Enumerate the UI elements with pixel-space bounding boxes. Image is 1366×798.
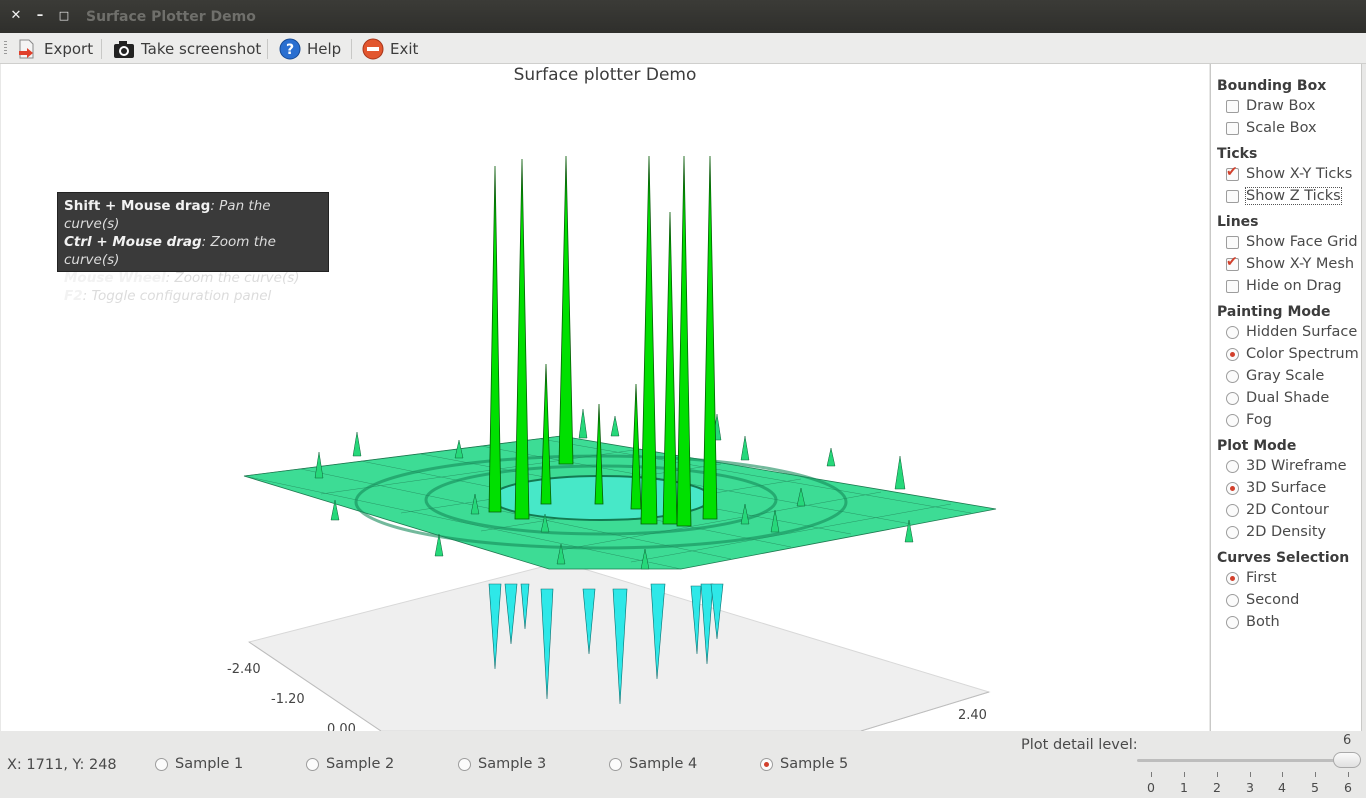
help-label: Help [307, 39, 342, 58]
hide-on-drag-checkbox[interactable]: Hide on Drag [1226, 277, 1342, 295]
section-title-curves-selection: Curves Selection [1217, 550, 1350, 566]
plot-detail-value: 6 [1343, 733, 1352, 748]
slider-tick-label: 6 [1344, 780, 1352, 795]
show-z-ticks-checkbox[interactable]: Show Z Ticks [1226, 187, 1342, 205]
toolbar: Export Take screenshot ? Help [0, 33, 1366, 64]
tall-spikes [488, 155, 718, 527]
window-title: Surface Plotter Demo [86, 9, 256, 25]
help-icon: ? [279, 38, 301, 60]
show-face-grid-checkbox[interactable]: Show Face Grid [1226, 233, 1358, 251]
slider-tick-label: 2 [1213, 780, 1221, 795]
sample-2-radio[interactable]: Sample 2 [306, 756, 394, 772]
dual-shade-radio[interactable]: Dual Shade [1226, 389, 1329, 407]
downward-spikes [488, 583, 724, 705]
3d-wireframe-radio[interactable]: 3D Wireframe [1226, 457, 1347, 475]
color-spectrum-radio[interactable]: Color Spectrum [1226, 345, 1359, 363]
toolbar-separator [351, 39, 352, 59]
section-title-ticks: Ticks [1217, 146, 1258, 162]
section-title-lines: Lines [1217, 214, 1259, 230]
toolbar-separator [101, 39, 102, 59]
hidden-surface-radio[interactable]: Hidden Surface [1226, 323, 1357, 341]
close-icon[interactable]: ✕ [10, 8, 22, 23]
slider-tick [1250, 772, 1251, 777]
toolbar-separator [267, 39, 268, 59]
show-xy-ticks-checkbox[interactable]: Show X-Y Ticks [1226, 164, 1352, 183]
camera-icon [113, 38, 135, 60]
sample-1-radio[interactable]: Sample 1 [155, 756, 243, 772]
plot-detail-label: Plot detail level: [1021, 737, 1138, 753]
help-line: F2: Toggle configuration panel [64, 288, 272, 304]
exit-button[interactable]: Exit [362, 33, 418, 64]
3d-surface-radio[interactable]: 3D Surface [1226, 479, 1326, 497]
curve-both-radio[interactable]: Both [1226, 613, 1280, 631]
sample-5-radio[interactable]: Sample 5 [760, 756, 848, 772]
gray-scale-radio[interactable]: Gray Scale [1226, 367, 1324, 385]
help-button[interactable]: ? Help [279, 33, 341, 64]
scale-box-checkbox[interactable]: Scale Box [1226, 119, 1317, 137]
cursor-coordinates: X: 1711, Y: 248 [7, 757, 117, 773]
sample-4-radio[interactable]: Sample 4 [609, 756, 697, 772]
slider-tick-label: 1 [1180, 780, 1188, 795]
minimize-icon[interactable]: – [36, 8, 44, 23]
slider-tick [1315, 772, 1316, 777]
plot-detail-slider[interactable] [1137, 759, 1355, 762]
axis-tick-label: -2.40 [227, 662, 261, 677]
small-spikes [314, 408, 914, 570]
plot-canvas[interactable]: Surface plotter Demo [1, 64, 1209, 731]
export-icon [16, 38, 38, 60]
slider-tick [1217, 772, 1218, 777]
help-line: Mouse Wheel: Zoom the curve(s) [64, 270, 300, 286]
fog-radio[interactable]: Fog [1226, 411, 1272, 429]
export-label: Export [44, 39, 94, 58]
take-screenshot-label: Take screenshot [141, 39, 262, 58]
draw-box-checkbox[interactable]: Draw Box [1226, 97, 1315, 115]
toolbar-grip[interactable] [4, 41, 7, 56]
section-title-bounding-box: Bounding Box [1217, 78, 1327, 94]
export-button[interactable]: Export [16, 33, 93, 64]
plot-title: Surface plotter Demo [513, 65, 697, 85]
maximize-icon[interactable]: □ [58, 9, 70, 22]
exit-label: Exit [390, 39, 419, 58]
help-overlay: Shift + Mouse drag: Pan the curve(s) Ctr… [57, 192, 329, 304]
slider-tick-label: 5 [1311, 780, 1319, 795]
2d-density-radio[interactable]: 2D Density [1226, 523, 1326, 541]
slider-tick [1282, 772, 1283, 777]
axis-tick-label: -1.20 [271, 692, 305, 707]
slider-tick [1348, 772, 1349, 777]
slider-tick-label: 3 [1246, 780, 1254, 795]
plot-detail-slider-handle[interactable] [1333, 752, 1361, 768]
configuration-panel: Bounding Box Draw Box Scale Box Ticks Sh… [1210, 64, 1362, 731]
show-xy-mesh-checkbox[interactable]: Show X-Y Mesh [1226, 254, 1354, 273]
help-line: Shift + Mouse drag: Pan the curve(s) [64, 198, 271, 232]
curve-second-radio[interactable]: Second [1226, 591, 1299, 609]
take-screenshot-button[interactable]: Take screenshot [113, 33, 261, 64]
title-bar: ✕ – □ Surface Plotter Demo [0, 0, 1366, 33]
help-line: Ctrl + Mouse drag: Zoom the curve(s) [64, 234, 276, 268]
slider-tick [1184, 772, 1185, 777]
slider-tick-label: 0 [1147, 780, 1155, 795]
sample-3-radio[interactable]: Sample 3 [458, 756, 546, 772]
axis-tick-label: 0.00 [327, 722, 356, 731]
section-title-painting-mode: Painting Mode [1217, 304, 1331, 320]
surface-plot[interactable] [1, 64, 1209, 731]
svg-text:?: ? [286, 42, 294, 58]
bottom-bar: X: 1711, Y: 248 Sample 1 Sample 2 Sample… [0, 731, 1366, 798]
curve-first-radio[interactable]: First [1226, 569, 1277, 587]
axis-tick-label: 2.40 [958, 708, 987, 723]
slider-tick [1151, 772, 1152, 777]
exit-icon [362, 38, 384, 60]
2d-contour-radio[interactable]: 2D Contour [1226, 501, 1329, 519]
section-title-plot-mode: Plot Mode [1217, 438, 1297, 454]
slider-tick-label: 4 [1278, 780, 1286, 795]
